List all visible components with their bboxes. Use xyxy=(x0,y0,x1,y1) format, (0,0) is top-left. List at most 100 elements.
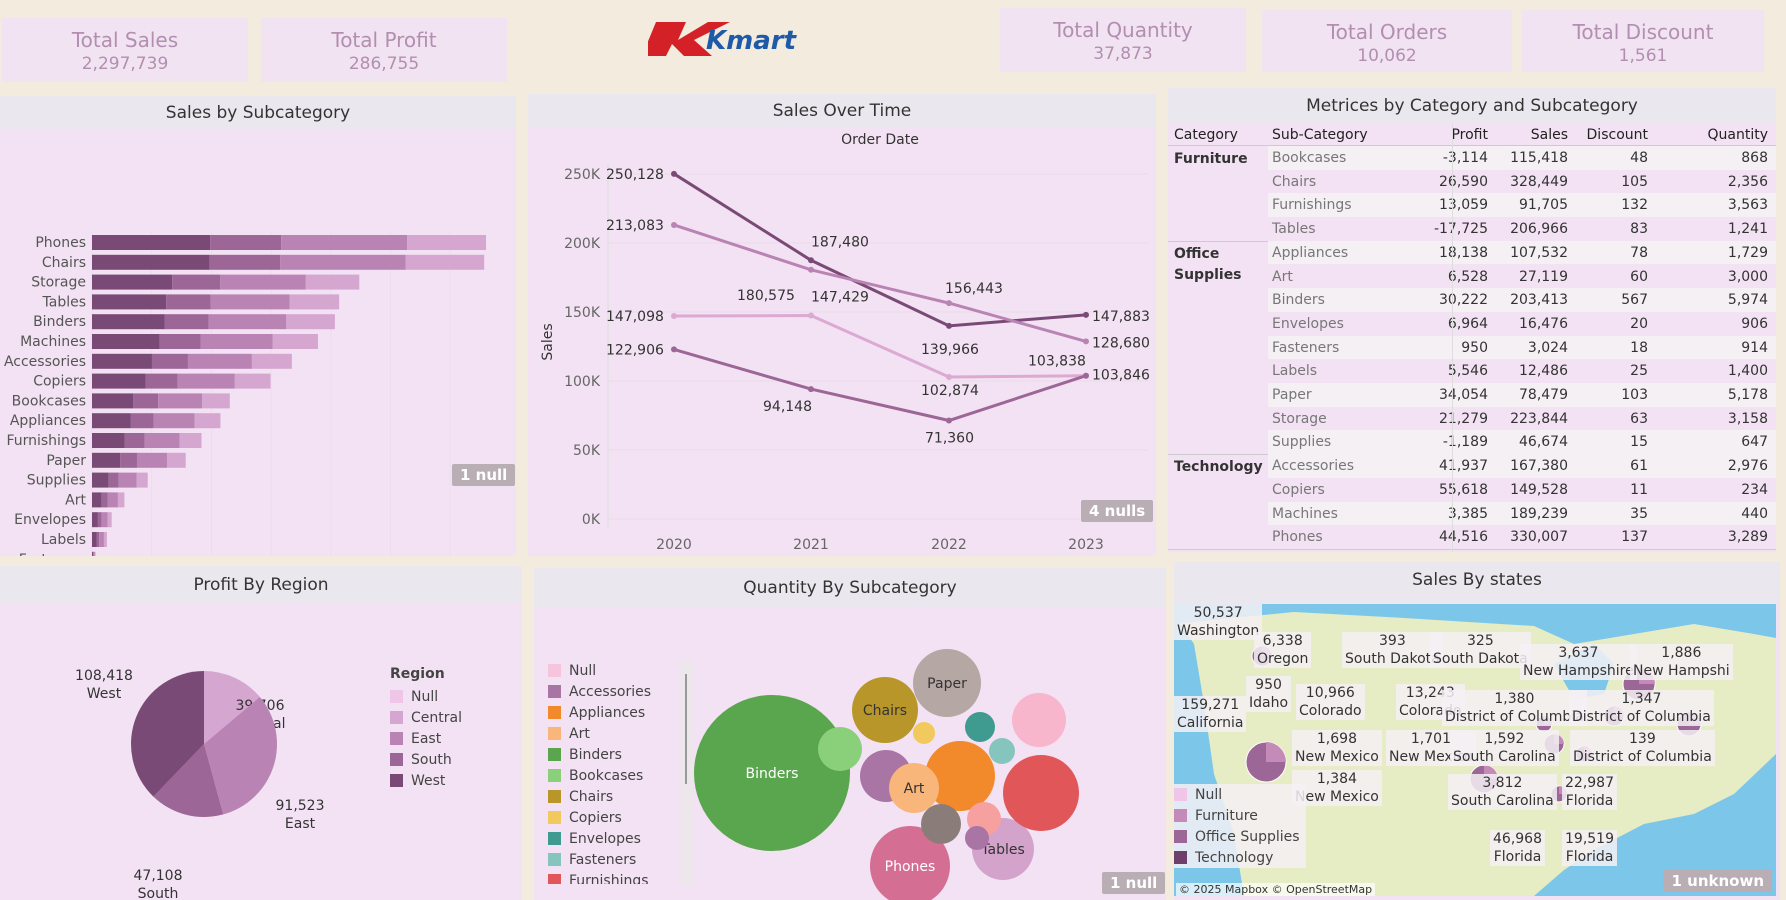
legend-item[interactable]: Binders xyxy=(548,744,651,765)
state-label[interactable]: 1,347 District of Columbia xyxy=(1569,690,1714,726)
table-row[interactable]: Bookcases -3,114 115,418 48 868 xyxy=(1268,146,1776,170)
legend-item[interactable]: West xyxy=(390,770,462,791)
legend-item[interactable]: Null xyxy=(548,660,651,681)
bar-segment xyxy=(166,294,211,310)
table-row[interactable]: Accessories 41,937 167,380 61 2,976 xyxy=(1268,454,1776,478)
table-row[interactable]: Fasteners 950 3,024 18 914 xyxy=(1268,335,1776,360)
state-label[interactable]: 46,968 Florida xyxy=(1490,830,1545,866)
state-label[interactable]: 1,698 New Mexico xyxy=(1292,730,1382,766)
column-header[interactable]: Profit xyxy=(1451,127,1488,143)
legend-item[interactable]: Central xyxy=(390,707,462,728)
legend-label: Furniture xyxy=(1195,807,1258,824)
legend-item[interactable]: East xyxy=(390,728,462,749)
table-row[interactable]: Labels 5,546 12,486 25 1,400 xyxy=(1268,359,1776,383)
table-row[interactable]: Appliances 18,138 107,532 78 1,729 xyxy=(1268,240,1776,265)
legend-item[interactable]: Null xyxy=(390,686,462,707)
series-line xyxy=(673,223,1087,343)
state-label[interactable]: 1,384 New Mexico xyxy=(1292,770,1382,806)
bar-segment xyxy=(179,433,202,448)
legend-item[interactable]: Furniture xyxy=(1174,805,1306,826)
legend-item[interactable]: Office Supplies xyxy=(1174,826,1306,847)
bar-segment xyxy=(118,472,137,488)
null-badge[interactable]: 1 null xyxy=(1102,872,1166,894)
column-header[interactable]: Sales xyxy=(1530,127,1568,143)
state-label[interactable]: 3,812 South Carolina xyxy=(1448,774,1557,810)
legend-item[interactable]: Fasteners xyxy=(548,849,651,870)
legend-swatch xyxy=(548,664,561,677)
state-label[interactable]: 19,519 Florida xyxy=(1562,830,1617,866)
legend-item[interactable]: Furnishings xyxy=(548,870,651,884)
pie-slice xyxy=(204,696,277,815)
state-label[interactable]: 139 District of Columbia xyxy=(1570,730,1715,766)
table-row[interactable]: Storage 21,279 223,844 63 3,158 xyxy=(1268,406,1776,431)
null-badge[interactable]: 4 nulls xyxy=(1081,500,1154,522)
legend-scrollbar[interactable] xyxy=(680,660,694,884)
legend-item[interactable]: Appliances xyxy=(548,702,651,723)
table-row[interactable]: Machines 3,385 189,239 35 440 xyxy=(1268,501,1776,526)
legend-item[interactable]: Null xyxy=(1174,784,1306,805)
state-label[interactable]: 6,338 Oregon xyxy=(1254,632,1312,668)
table-row[interactable]: Binders 30,222 203,413 567 5,974 xyxy=(1268,288,1776,312)
legend-item[interactable]: Accessories xyxy=(548,681,651,702)
table-row[interactable]: Copiers 55,618 149,528 11 234 xyxy=(1268,477,1776,502)
bubble xyxy=(965,826,989,850)
table-row[interactable]: Envelopes 6,964 16,476 20 906 xyxy=(1268,311,1776,336)
table-row[interactable]: Paper 34,054 78,479 103 5,178 xyxy=(1268,383,1776,407)
state-label[interactable]: 10,966 Colorado xyxy=(1296,684,1365,720)
data-label: 128,680 xyxy=(1092,335,1150,351)
bubble xyxy=(889,763,939,813)
state-label[interactable]: 50,537 Washington xyxy=(1174,604,1263,640)
subcategory-cell: Phones xyxy=(1272,529,1323,546)
legend-item[interactable]: Chairs xyxy=(548,786,651,807)
value-cell: 330,007 xyxy=(1510,529,1568,546)
y-tick-label: 50K xyxy=(573,443,601,459)
subcategory-cell: Tables xyxy=(1272,221,1316,238)
value-cell: 906 xyxy=(1741,315,1768,332)
bar-segment xyxy=(136,472,148,488)
legend-item[interactable]: South xyxy=(390,749,462,770)
column-header[interactable]: Category xyxy=(1174,127,1238,143)
value-cell: -17,725 xyxy=(1433,221,1488,238)
state-label[interactable]: 325 South Dakota xyxy=(1430,632,1531,668)
state-label[interactable]: 1,592 South Carolina xyxy=(1450,730,1559,766)
bar-segment xyxy=(99,532,104,547)
map-area[interactable]: 50,537 Washington 6,338 Oregon 393 South Dako… xyxy=(1174,604,1776,896)
value-cell: -3,114 xyxy=(1442,150,1488,166)
category-cell: Technology xyxy=(1174,459,1263,476)
table-row[interactable]: Chairs 26,590 328,449 105 2,356 xyxy=(1268,169,1776,194)
table-row[interactable]: Phones 44,516 330,007 137 3,289 xyxy=(1268,525,1776,549)
legend-item[interactable]: Technology xyxy=(1174,847,1306,868)
bar-segment xyxy=(130,413,154,429)
table-row[interactable]: Art 6,528 27,119 60 3,000 xyxy=(1268,264,1776,289)
category-label: Art xyxy=(65,492,86,508)
table-row[interactable]: Furnishings 13,059 91,705 132 3,563 xyxy=(1268,193,1776,218)
legend-label: Chairs xyxy=(569,788,614,805)
bar-segment xyxy=(92,433,125,448)
unknown-badge[interactable]: 1 unknown xyxy=(1663,870,1772,892)
state-label[interactable]: 1,886 New Hampshi xyxy=(1630,644,1733,680)
legend-item[interactable]: Bookcases xyxy=(548,765,651,786)
state-label[interactable]: 950 Idaho xyxy=(1246,676,1292,712)
legend-swatch xyxy=(548,853,561,866)
state-label[interactable]: 3,637 New Hampshire xyxy=(1520,644,1637,680)
legend-item[interactable]: Art xyxy=(548,723,651,744)
bar-segment xyxy=(280,254,406,270)
legend-item[interactable]: Copiers xyxy=(548,807,651,828)
table-row[interactable]: Tables -17,725 206,966 83 1,241 xyxy=(1268,217,1776,241)
bar-segment xyxy=(286,314,335,330)
state-label[interactable]: 159,271 California xyxy=(1174,696,1247,732)
state-label[interactable]: 22,987 Florida xyxy=(1562,774,1617,810)
bar-segment xyxy=(124,433,145,448)
data-point xyxy=(671,221,677,228)
state-label[interactable]: 1,380 District of Columbia xyxy=(1442,690,1587,726)
state-label[interactable]: 393 South Dakota xyxy=(1342,632,1443,668)
null-badge[interactable]: 1 null xyxy=(452,464,516,486)
bar-segment xyxy=(92,334,160,349)
table-row[interactable]: Supplies -1,189 46,674 15 647 xyxy=(1268,430,1776,455)
column-header[interactable]: Quantity xyxy=(1707,127,1769,143)
value-cell: 61 xyxy=(1630,458,1648,475)
column-header[interactable]: Sub-Category xyxy=(1272,127,1368,143)
bar-segment xyxy=(92,274,173,290)
legend-item[interactable]: Envelopes xyxy=(548,828,651,849)
column-header[interactable]: Discount xyxy=(1586,127,1648,143)
